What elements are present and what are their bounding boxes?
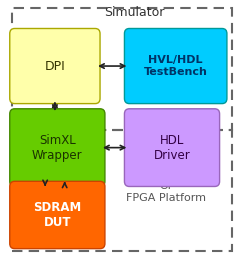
Bar bbox=[12, 8, 232, 130]
Text: Simulator: Simulator bbox=[104, 6, 164, 19]
Text: HVL/HDL
TestBench: HVL/HDL TestBench bbox=[144, 55, 208, 77]
Bar bbox=[12, 130, 232, 251]
Text: DPI: DPI bbox=[44, 60, 65, 73]
Text: SDRAM
DUT: SDRAM DUT bbox=[33, 201, 81, 229]
Text: Emulator
Or
FPGA Platform: Emulator Or FPGA Platform bbox=[126, 170, 206, 203]
FancyBboxPatch shape bbox=[10, 109, 105, 186]
FancyBboxPatch shape bbox=[124, 109, 220, 186]
FancyBboxPatch shape bbox=[10, 181, 105, 249]
Text: SimXL
Wrapper: SimXL Wrapper bbox=[32, 134, 83, 162]
FancyBboxPatch shape bbox=[124, 28, 227, 104]
Text: HDL
Driver: HDL Driver bbox=[154, 134, 190, 162]
FancyBboxPatch shape bbox=[10, 28, 100, 104]
